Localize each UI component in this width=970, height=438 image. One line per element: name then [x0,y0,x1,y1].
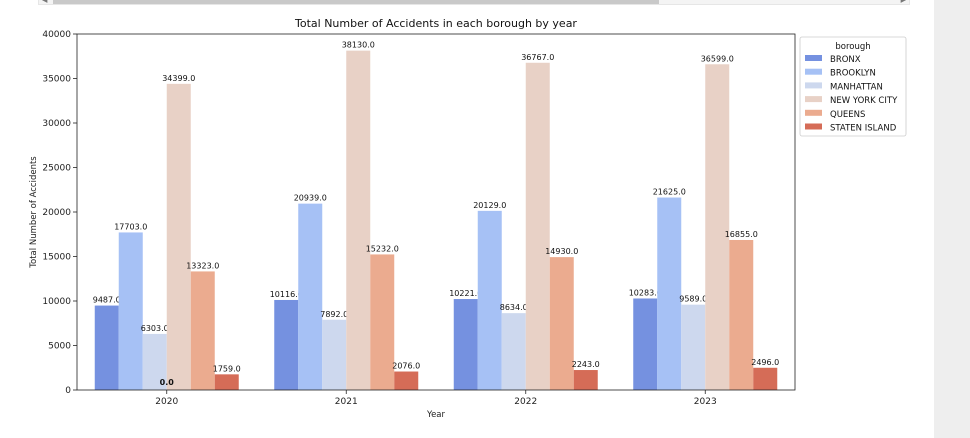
bar-data-label: 8634.0 [500,303,528,312]
scrollbar-thumb[interactable] [53,0,659,4]
y-tick-label: 5000 [48,342,71,352]
bar [705,64,730,391]
bar [501,313,526,390]
x-axis-title: Year [426,410,446,420]
horizontal-scrollbar[interactable]: ◀ ▶ [38,0,910,5]
y-axis-title: Total Number of Accidents [29,156,39,269]
bar-data-label: 14930.0 [545,247,578,256]
annotation-label: 0.0 [160,378,175,387]
legend-entry-label: BRONX [830,55,861,65]
bar [549,257,574,390]
bar-data-label: 9589.0 [679,295,707,304]
y-tick-label: 15000 [42,253,71,263]
scroll-left-arrow-icon[interactable]: ◀ [42,0,48,4]
bar-data-label: 2496.0 [751,358,779,367]
legend-entry-label: STATEN ISLAND [830,124,897,134]
x-tick-label: 2021 [335,397,358,407]
scroll-right-arrow-icon[interactable]: ▶ [900,0,906,4]
bar [681,304,706,390]
legend: borough BRONX BROOKLYN MANHATTAN NEW YORK C… [799,36,907,137]
bar-data-label: 2243.0 [572,360,600,369]
x-tick-label: 2023 [694,397,717,407]
bar-data-label: 7892.0 [320,310,348,319]
bar [370,254,395,390]
bar [118,232,143,390]
bar-data-label: 20939.0 [294,194,327,203]
bar-data-label: 36599.0 [701,54,734,63]
y-tick-label: 25000 [42,164,71,174]
bar-data-label: 20129.0 [473,201,506,210]
bar-data-label: 2076.0 [392,362,420,371]
y-tick-label: 30000 [42,119,71,129]
y-tick-label: 40000 [42,30,71,40]
bar-data-label: 16855.0 [725,230,758,239]
bar-data-label: 10283.0 [629,288,662,297]
bar-data-label: 34399.0 [162,74,195,83]
bar [453,299,478,390]
x-tick-label: 2022 [514,397,537,407]
bar [346,50,371,390]
bar [657,197,682,390]
legend-title: borough [835,42,870,52]
y-tick-label: 20000 [42,208,71,218]
x-tick-label: 2020 [155,397,178,407]
bar [753,367,778,390]
bar-data-label: 21625.0 [653,188,686,197]
plot-area: 0 5000 10000 15000 20000 25000 30000 35000 40000… [42,30,779,407]
legend-swatch [805,68,822,75]
bar [322,319,347,390]
bar [477,210,502,390]
chart-title: Total Number of Accidents in each boroug… [294,17,577,30]
legend-swatch [805,82,822,89]
bar-data-label: 17703.0 [114,222,147,231]
legend-swatch [805,123,822,130]
bar [525,62,550,390]
bar [274,299,299,390]
bar [573,370,598,390]
bar-data-label: 36767.0 [521,53,554,62]
y-tick-label: 0 [65,386,71,396]
legend-entry-label: NEW YORK CITY [830,96,898,106]
bar [633,298,658,390]
y-tick-label: 10000 [42,297,71,307]
legend-entry-label: BROOKLYN [830,69,876,79]
bar-chart: Total Number of Accidents in each boroug… [29,17,907,420]
bar-data-label: 1759.0 [213,364,241,373]
bar-data-label: 9487.0 [93,296,121,305]
bar-data-label: 10116.0 [270,290,303,299]
legend-swatch [805,55,822,61]
legend-entry-label: MANHATTAN [830,82,883,92]
legend-box [799,36,907,137]
bar [298,203,323,390]
right-gutter [934,0,970,438]
bar [142,333,167,390]
bar [394,371,419,390]
bar-data-label: 38130.0 [342,41,375,50]
legend-swatch [805,96,822,103]
bar-data-label: 13323.0 [186,261,219,270]
bar [166,83,191,390]
bar-data-label: 6303.0 [141,324,169,333]
bar [729,239,754,390]
y-tick-label: 35000 [42,75,71,85]
bar-data-label: 10221.0 [449,289,482,298]
bar [214,374,239,390]
bar [94,305,119,390]
bar-data-label: 15232.0 [366,244,399,253]
legend-swatch [805,109,822,116]
bar [190,271,215,390]
legend-entry-label: QUEENS [830,110,865,120]
plot-frame [76,33,796,391]
